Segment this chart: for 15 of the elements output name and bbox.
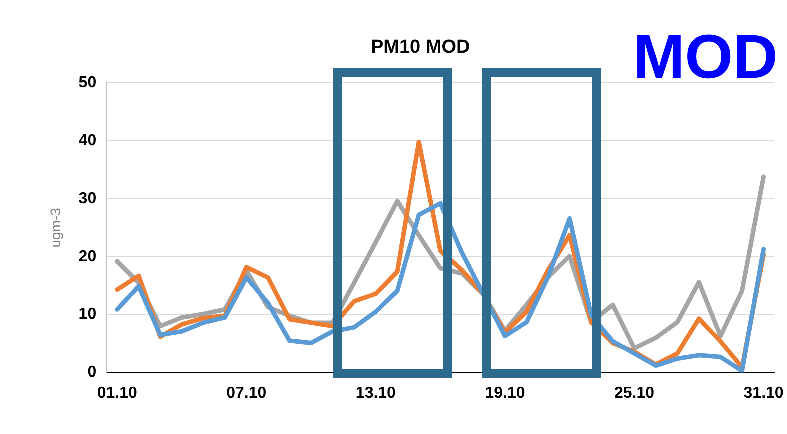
x-tick-label: 01.10 — [97, 384, 138, 402]
x-tick-label: 19.10 — [485, 384, 526, 402]
y-tick-label: 10 — [78, 306, 97, 324]
y-tick-label: 30 — [78, 190, 97, 208]
y-tick-label: 50 — [78, 74, 97, 92]
y-tick-label: 40 — [78, 132, 97, 150]
y-tick-label: 0 — [88, 364, 97, 382]
chart-title: PM10 MOD — [370, 37, 470, 58]
x-tick-label: 31.10 — [744, 384, 784, 402]
annotation: MOD — [633, 23, 778, 92]
y-axis-title: ugm-3 — [47, 208, 64, 248]
x-tick-label: 07.10 — [226, 384, 267, 402]
y-tick-label: 20 — [78, 248, 97, 266]
x-tick-label: 13.10 — [356, 384, 396, 402]
x-tick-label: 25.10 — [614, 384, 655, 402]
